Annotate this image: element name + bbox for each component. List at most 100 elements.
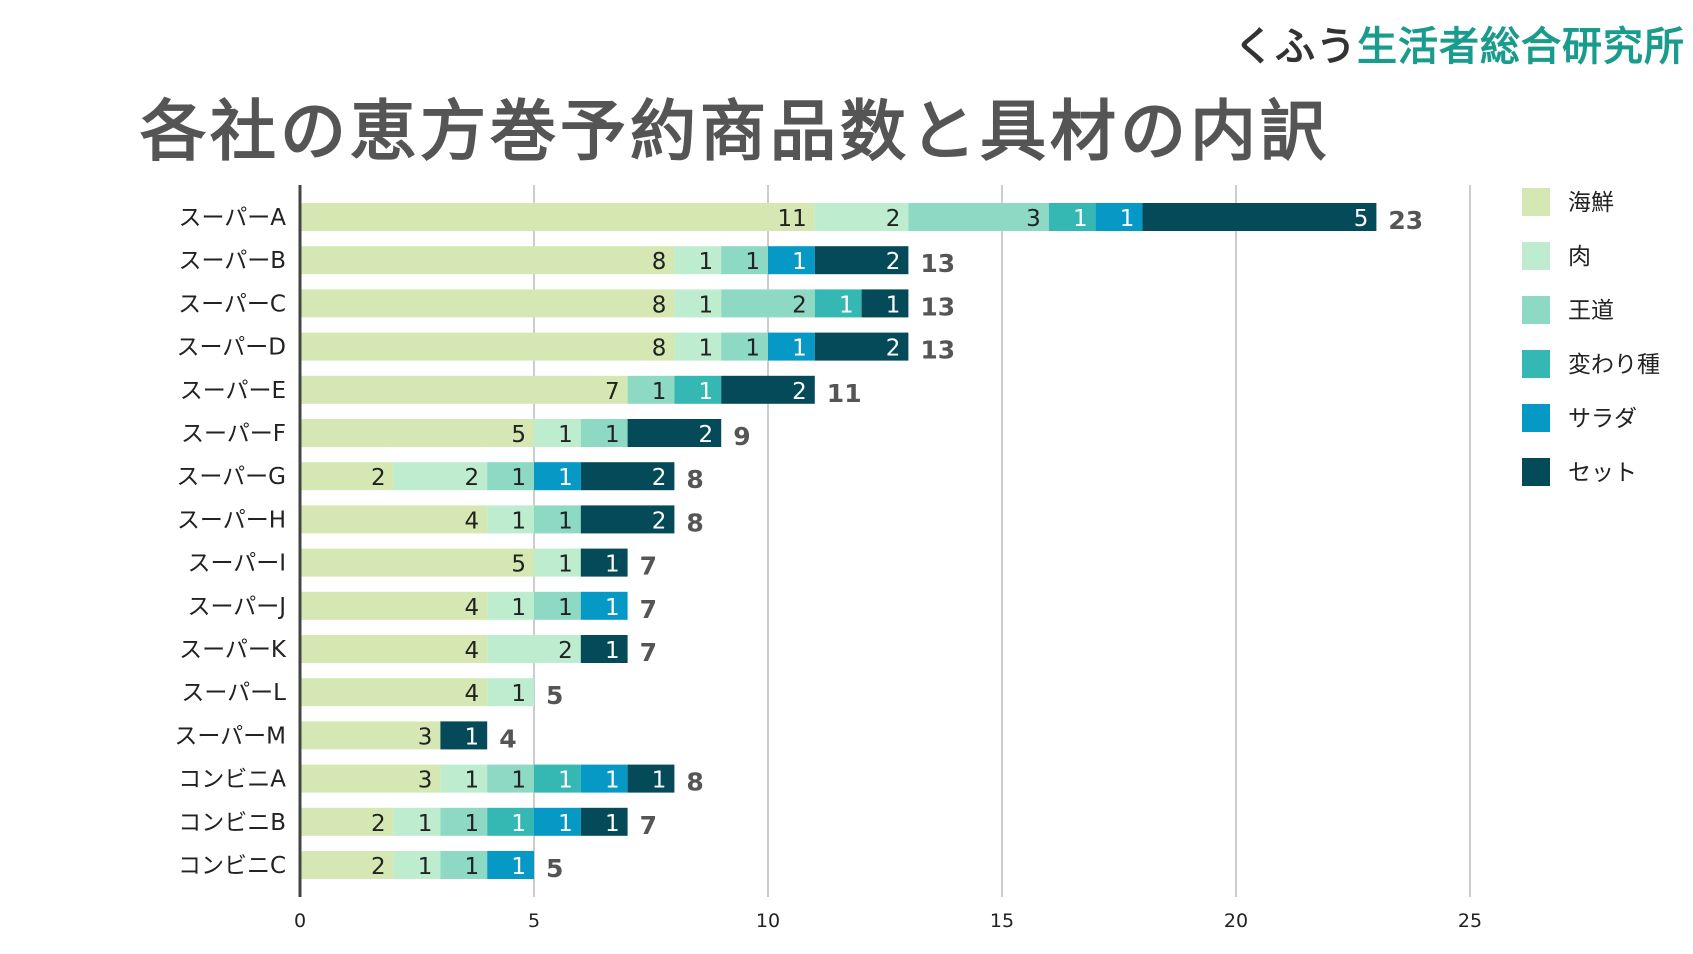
segment-label: 11 [778,206,807,232]
segment-label: 1 [745,336,760,362]
bar-segment [1048,203,1096,231]
segment-label: 1 [465,854,480,880]
bar-segment [814,246,909,275]
bar-segment [721,289,815,318]
bar-segment [674,375,722,404]
category-label: コンビニB [178,810,286,836]
segment-label: 2 [371,854,386,880]
segment-label: 1 [605,768,620,794]
segment-label: 1 [465,811,480,837]
total-label: 5 [546,854,563,883]
legend-swatch [1522,242,1550,270]
bar-segment [300,462,394,491]
segment-label: 2 [558,638,573,664]
bar-segment [487,807,534,836]
bar-segment [300,203,815,231]
total-label: 7 [640,811,657,840]
x-tick-label: 20 [1224,910,1248,932]
category-label: コンビニA [178,767,286,793]
bar-segment [627,764,675,793]
bar-segment [487,505,534,534]
bar-segment [534,419,581,447]
segment-label: 8 [652,292,667,318]
total-label: 7 [640,552,657,581]
bar-segment [300,548,534,577]
total-label: 11 [827,379,862,408]
segment-label: 5 [511,422,526,448]
bar-segment [440,764,488,793]
bar-segment [440,807,488,836]
bar-segment [534,591,581,620]
legend-label: 海鮮 [1568,190,1614,216]
segment-label: 2 [792,292,807,318]
legend-swatch [1522,296,1550,324]
bar-segment [300,764,441,793]
bar-segment [300,332,675,361]
segment-label: 1 [652,768,667,794]
bar-segment [487,462,534,491]
bar-segment [300,678,488,707]
segment-label: 4 [465,508,480,534]
bar-segment [580,591,628,620]
segment-label: 1 [465,724,480,750]
category-label: スーパーK [179,637,287,663]
segment-label: 1 [511,508,526,534]
bar-segment [300,591,488,620]
segment-label: 1 [558,811,573,837]
segment-label: 2 [371,811,386,837]
segment-label: 2 [886,336,901,362]
bar-segment [534,462,581,491]
segment-label: 1 [418,854,433,880]
segment-label: 1 [839,292,854,318]
bar-segment [580,764,628,793]
bar-segment [300,721,441,750]
segment-label: 1 [605,811,620,837]
bar-segment [300,807,394,836]
segment-label: 1 [558,595,573,621]
category-label: コンビニC [178,853,286,879]
bar-segment [534,807,581,836]
x-tick-label: 15 [990,910,1014,932]
total-label: 8 [686,508,703,537]
segment-label: 1 [792,336,807,362]
segment-label: 1 [699,379,714,405]
logo-org: 生活者総合研究所 [1357,24,1685,70]
bar-segment [627,419,722,447]
bar-segment [861,289,909,318]
bar-segment [1142,203,1377,231]
bar-segment [393,807,441,836]
bar-segment [487,851,534,879]
total-label: 13 [920,292,955,321]
bar-segment [814,332,909,361]
segment-label: 1 [605,422,620,448]
total-label: 7 [640,638,657,667]
segment-label: 1 [511,811,526,837]
segment-label: 8 [652,249,667,275]
logo-brand: くふう [1234,24,1357,70]
bar-segment [393,851,441,879]
x-tick-label: 25 [1458,910,1482,932]
bar-segment [300,375,628,404]
segment-label: 1 [558,552,573,578]
segment-label: 5 [511,552,526,578]
bar-segment [300,246,675,275]
segment-label: 1 [418,811,433,837]
bar-segment [300,505,488,534]
segment-label: 1 [792,249,807,275]
segment-label: 2 [371,465,386,491]
segment-label: 3 [418,768,433,794]
segment-label: 1 [699,249,714,275]
bar-segment [814,203,909,231]
legend-swatch [1522,350,1550,378]
bar-segment [487,635,581,663]
legend-label: 王道 [1568,298,1614,324]
bar-segment [580,462,675,491]
bar-segment [300,289,675,318]
segment-label: 1 [652,379,667,405]
segment-label: 1 [558,465,573,491]
segment-label: 1 [511,768,526,794]
bar-segment [534,548,581,577]
bar-segment [814,289,862,318]
segment-label: 2 [652,465,667,491]
bar-segment [300,851,394,879]
